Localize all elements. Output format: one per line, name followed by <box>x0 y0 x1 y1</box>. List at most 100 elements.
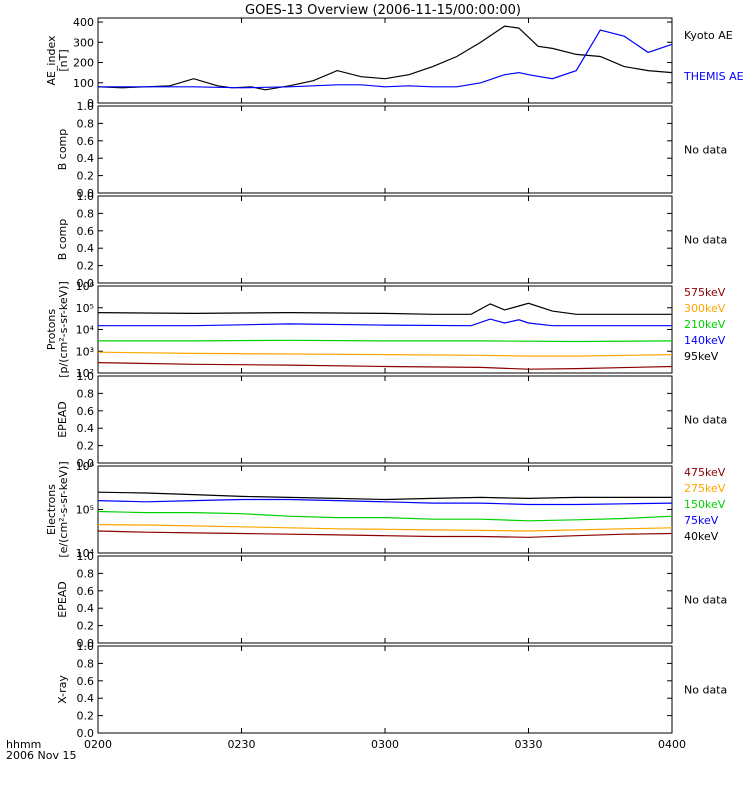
panel-group: 0 100 200 300 400 AE_index [nT] Kyoto AE THEMIS … <box>45 16 744 740</box>
y-tick-label: 0.0 <box>77 727 95 740</box>
panel-frame <box>97 645 673 734</box>
x-tick-label: 0230 <box>228 738 256 751</box>
x-tick-label: 0400 <box>658 738 686 751</box>
y-tick-label: 1.0 <box>77 190 95 203</box>
time-axis: 0200 0230 0300 0330 0400 <box>84 738 686 751</box>
panel-frame <box>97 195 673 284</box>
y-tick-label: 1.0 <box>77 550 95 563</box>
series-line-210kev <box>98 339 673 343</box>
series-line-140kev <box>98 318 672 327</box>
y-tick-label: 0 <box>87 97 94 110</box>
panel-4: 10² 10³ 10⁴ 10⁵ 10⁶ Protons [p/(cm²-s-sr-keV)]… <box>45 280 726 380</box>
y-tick-label: 0.4 <box>77 422 95 435</box>
y-tick-label: 1.0 <box>77 100 95 113</box>
no-data-label: No data <box>684 594 727 607</box>
no-data-label: No data <box>684 684 727 697</box>
legend-entry: THEMIS AE <box>683 70 744 83</box>
legend-entry: 575keV <box>684 286 726 299</box>
series-line-kyoto-ae <box>97 25 673 91</box>
legend-entry: 210keV <box>684 318 726 331</box>
panel-5: 0.0 0.2 0.4 0.6 0.8 1.0 EPEAD No data <box>56 370 727 470</box>
y-axis-label: [p/(cm²-s-sr-keV)] <box>57 281 70 378</box>
y-tick-label: 10³ <box>76 345 94 358</box>
panel-frame <box>97 105 673 194</box>
series-line-150kev <box>97 510 673 522</box>
y-tick-label: 0.0 <box>77 637 95 650</box>
panel-2: 0.0 0.2 0.4 0.6 0.8 1.0 B comp No data <box>56 100 727 200</box>
y-tick-label: 0.6 <box>77 675 95 688</box>
y-tick-label: 10⁵ <box>76 302 94 315</box>
panel-8: 0.0 0.2 0.4 0.6 0.8 1.0 X-ray No data <box>56 640 727 740</box>
series-line-75kev <box>97 498 673 506</box>
y-axis-label: [e/(cm²-s-sr-keV)] <box>57 461 70 557</box>
y-tick-label: 0.8 <box>77 117 95 130</box>
panel-7: 0.0 0.2 0.4 0.6 0.8 1.0 EPEAD No data <box>56 550 727 650</box>
x-tick-label: 0300 <box>371 738 399 751</box>
panel-6: 10⁴ 10⁵ 10⁶ Electrons [e/(cm²-s-sr-keV)] 475k… <box>45 460 726 560</box>
y-tick-label: 0.4 <box>77 242 95 255</box>
y-tick-label: 1.0 <box>77 640 95 653</box>
y-tick-label: 0.0 <box>77 187 95 200</box>
panel-frame <box>97 285 673 374</box>
y-tick-label: 0.8 <box>77 567 95 580</box>
series-line-575kev <box>97 362 673 370</box>
y-tick-label: 400 <box>73 16 94 29</box>
y-tick-label: 0.8 <box>77 207 95 220</box>
panel-3: 0.0 0.2 0.4 0.6 0.8 1.0 B comp No data <box>56 190 727 290</box>
y-tick-label: 10⁶ <box>76 460 95 473</box>
y-tick-label: 0.2 <box>77 170 95 183</box>
y-tick-label: 0.2 <box>77 710 95 723</box>
series-line-475kev <box>97 530 673 538</box>
legend-entry: 275keV <box>684 482 726 495</box>
no-data-label: No data <box>684 414 727 427</box>
series-line-275kev <box>97 523 673 532</box>
y-tick-label: 0.2 <box>77 260 95 273</box>
panel-frame <box>97 375 673 464</box>
y-tick-label: 0.6 <box>77 225 95 238</box>
y-tick-label: 100 <box>73 77 94 90</box>
y-tick-label: 200 <box>73 57 94 70</box>
y-axis-label: B comp <box>56 219 69 261</box>
series-line-40kev <box>97 491 672 501</box>
panel-frame <box>97 555 673 644</box>
legend-entry: 140keV <box>684 334 726 347</box>
y-axis-label: Electrons <box>45 484 58 535</box>
y-axis-label: [nT] <box>57 49 70 71</box>
y-tick-label: 0.4 <box>77 602 95 615</box>
y-tick-label: 0.8 <box>77 387 95 400</box>
y-tick-label: 0.0 <box>77 277 95 290</box>
y-axis-label: B comp <box>56 129 69 171</box>
y-tick-label: 0.4 <box>77 692 95 705</box>
y-tick-label: 0.6 <box>77 585 95 598</box>
legend-entry: Kyoto AE <box>684 29 733 42</box>
y-tick-label: 0.4 <box>77 152 95 165</box>
x-tick-label: 0330 <box>515 738 543 751</box>
y-tick-label: 10⁴ <box>76 547 95 560</box>
panel-frame <box>97 465 673 554</box>
y-tick-label: 1.0 <box>77 370 95 383</box>
panel-frame <box>97 17 673 104</box>
y-axis-label: X-ray <box>56 675 69 704</box>
y-tick-label: 300 <box>73 36 94 49</box>
legend-entry: 300keV <box>684 302 726 315</box>
series-line-themis-ae <box>98 29 673 89</box>
y-tick-label: 10² <box>76 367 94 380</box>
legend-entry: 475keV <box>684 466 726 479</box>
legend-entry: 75keV <box>684 514 719 527</box>
y-axis-label: EPEAD <box>56 401 69 438</box>
legend-entry: 150keV <box>684 498 726 511</box>
y-tick-label: 10⁴ <box>76 324 95 337</box>
x-tick-label: 0200 <box>84 738 112 751</box>
series-line-95kev <box>97 302 672 315</box>
series-line-300kev <box>97 351 673 357</box>
y-tick-label: 0.2 <box>77 440 95 453</box>
figure-title: GOES-13 Overview (2006-11-15/00:00:00) <box>245 3 521 18</box>
y-tick-label: 10⁶ <box>76 280 95 293</box>
y-tick-label: 10⁵ <box>76 504 94 517</box>
y-axis-label: Protons <box>45 309 58 350</box>
legend-entry: 40keV <box>684 530 719 543</box>
axis-units-label: hhmm <box>6 738 41 751</box>
y-tick-label: 0.6 <box>77 135 95 148</box>
y-axis-label: AE_index <box>45 35 58 86</box>
panel-1: 0 100 200 300 400 AE_index [nT] Kyoto AE THEMIS … <box>45 16 744 110</box>
